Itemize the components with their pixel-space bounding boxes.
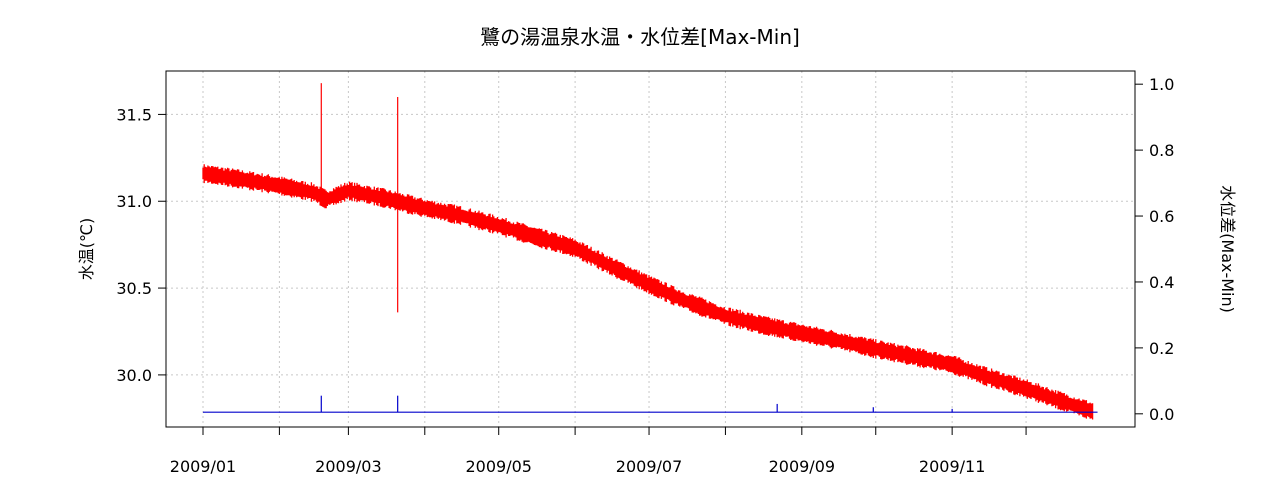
- plot-frame: [165, 70, 1136, 428]
- y-right-tick-label: 1.0: [1149, 75, 1174, 94]
- y-right-tick-label: 0.4: [1149, 273, 1174, 292]
- water-temperature-line: [202, 164, 1094, 420]
- x-tick-label: 2009/07: [616, 457, 682, 476]
- y-left-tick-label: 30.0: [116, 366, 152, 385]
- x-tick-label: 2009/05: [465, 457, 531, 476]
- x-axis: 2009/01 2009/03 2009/05 2009/07 2009/09 2009/…: [170, 427, 1027, 476]
- x-tick-label: 2009/03: [315, 457, 381, 476]
- chart-title: 鷺の湯温泉水温・水位差[Max-Min]: [480, 25, 800, 49]
- y-left-tick-label: 30.5: [116, 279, 152, 298]
- y-axis-left-title: 水温(℃): [77, 218, 96, 280]
- y-left-tick-label: 31.0: [116, 192, 152, 211]
- y-left-tick-label: 31.5: [116, 105, 152, 124]
- water-temperature-series: [202, 83, 1094, 420]
- y-right-tick-label: 0.8: [1149, 141, 1174, 160]
- y-right-tick-label: 0.6: [1149, 207, 1174, 226]
- y-right-tick-label: 0.2: [1149, 339, 1174, 358]
- water-level-difference-series: [203, 395, 1098, 413]
- x-tick-label: 2009/11: [919, 457, 985, 476]
- x-tick-label: 2009/09: [769, 457, 835, 476]
- x-tick-label: 2009/01: [170, 457, 236, 476]
- y-axis-right-title: 水位差(Max-Min): [1218, 185, 1237, 313]
- y-axis-left: 30.0 30.5 31.0 31.5: [116, 105, 166, 385]
- y-axis-right: 0.0 0.2 0.4 0.6 0.8 1.0: [1135, 75, 1174, 424]
- y-right-tick-label: 0.0: [1149, 405, 1174, 424]
